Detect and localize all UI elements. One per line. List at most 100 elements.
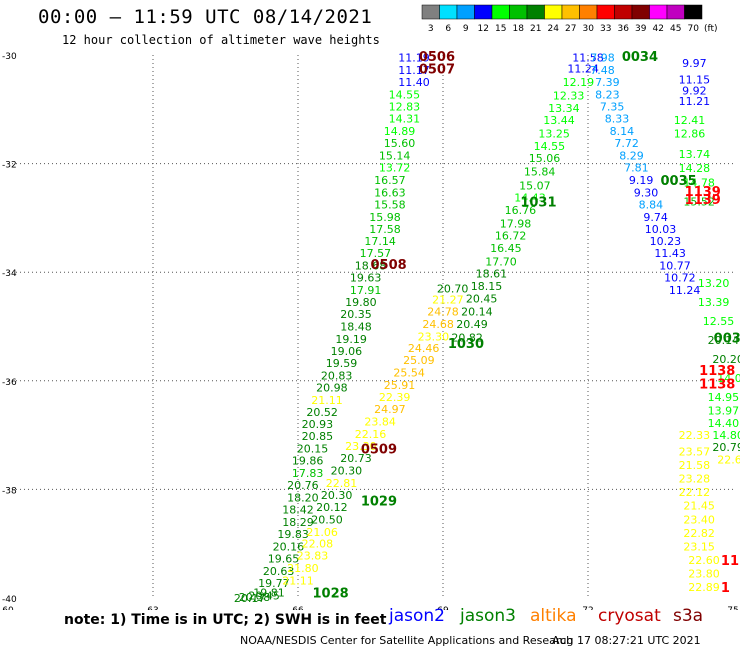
legend-jason3: jason3: [460, 606, 516, 626]
wave-height-label: 8.29: [619, 149, 644, 162]
wave-height-label: 20.50: [311, 513, 343, 526]
wave-height-label: 20.85: [302, 430, 334, 443]
wave-height-label: 19.80: [345, 296, 377, 309]
wave-height-label: 21.58: [679, 459, 711, 472]
colorbar-swatch: [684, 4, 703, 20]
wave-height-label: 17.98: [500, 217, 532, 230]
wave-height-label: 19.86: [292, 455, 324, 468]
wave-height-label: 14.78: [683, 177, 715, 190]
wave-height-label: 12.83: [389, 101, 421, 114]
wave-height-label: 17.14: [364, 235, 396, 248]
pass-time-label: 0507: [419, 63, 455, 78]
wave-height-label: 16.72: [495, 229, 527, 242]
wave-height-label: 23.30: [418, 330, 450, 343]
wave-height-label: 24.97: [374, 403, 406, 416]
x-tick-label: 72: [582, 606, 593, 610]
wave-height-label: 18.61: [476, 267, 508, 280]
wave-height-label: 14.80: [712, 429, 740, 442]
pass-time-label: 1029: [361, 494, 397, 509]
wave-height-label: 14.89: [384, 125, 416, 138]
pass-time-label: 003: [714, 331, 740, 346]
colorbar-label: 70: [688, 24, 700, 34]
wave-height-label: 20.76: [287, 479, 319, 492]
wave-height-label: 20.49: [456, 318, 488, 331]
colorbar-label: 30: [583, 24, 595, 34]
legend-altika: altika: [530, 606, 577, 626]
wave-height-label: 15.84: [524, 166, 556, 179]
pass-time-label: 1: [721, 581, 730, 596]
wave-height-label: 20.73: [340, 452, 372, 465]
wave-height-label: 12.41: [674, 114, 706, 127]
pass-time-label: 0509: [361, 443, 397, 458]
wave-height-label: 15.58: [374, 198, 406, 211]
wave-height-label: 23.57: [679, 445, 711, 458]
wave-height-label: 16.76: [505, 204, 537, 217]
wave-height-label: 12.86: [674, 128, 706, 141]
wave-height-label: 10.23: [650, 235, 682, 248]
wave-height-label: 14.55: [389, 89, 421, 102]
wave-height-label: 9.19: [629, 174, 654, 187]
colorbar-label: 27: [565, 24, 576, 34]
wave-height-label: 20.20: [712, 353, 740, 366]
wave-height-label: 15.52: [683, 196, 715, 209]
colorbar-label: 9: [463, 24, 469, 34]
colorbar-label: 39: [635, 24, 647, 34]
wave-height-label: 14.03: [717, 372, 740, 385]
colorbar-legend: 3 6 9 12 15 18 21 24 27 30 33 36 39 42 45 70 (ft): [421, 4, 718, 34]
wave-height-label: 22.12: [679, 486, 711, 499]
wave-height-label: 21.45: [683, 500, 715, 513]
footer-note: note: 1) Time is in UTC; 2) SWH is in fe…: [64, 612, 387, 628]
wave-height-label: 11.58: [572, 52, 604, 65]
wave-height-label: 18.48: [340, 321, 372, 334]
wave-height-label: 20.14: [708, 334, 740, 347]
colorbar-unit: (ft): [704, 24, 718, 34]
wave-height-label: 11.19: [398, 52, 430, 65]
wave-height-label: 25.09: [403, 354, 435, 367]
wave-height-label: 23.28: [679, 473, 711, 486]
wave-height-label: 20.98: [316, 381, 348, 394]
y-tick-label: -36: [2, 378, 17, 388]
wave-height-label: 23.40: [683, 513, 715, 526]
footer-credit: NOAA/NESDIS Center for Satellite Applica…: [240, 634, 574, 647]
wave-height-label: 20.45: [248, 589, 280, 602]
x-tick-label: 75: [727, 606, 738, 610]
pass-time-label: 1028: [313, 587, 349, 602]
colorbar-label: 24: [548, 24, 560, 34]
wave-height-label: 22.82: [683, 527, 715, 540]
wave-height-label: 20.17: [234, 592, 266, 605]
wave-height-label: 14.40: [708, 417, 740, 430]
wave-height-label: 20.12: [316, 501, 348, 514]
footer-timestamp: Aug 17 08:27:21 UTC 2021: [552, 634, 701, 647]
wave-height-label: 20.83: [321, 369, 353, 382]
wave-height-label: 13.39: [698, 296, 730, 309]
legend-jason2: jason2: [389, 606, 445, 626]
wave-height-label: 7.35: [600, 101, 625, 114]
wave-height-label: 13.44: [543, 114, 575, 127]
wave-height-label: 22.81: [326, 477, 358, 490]
wave-height-chart: 60 63 66 69 72 75 -30 -32 -34 -36 -38 -40 11.1911.17…: [2, 50, 740, 610]
wave-height-label: 19.65: [268, 552, 300, 565]
wave-height-label: 7.48: [590, 64, 615, 77]
wave-height-label: 9.74: [643, 211, 668, 224]
wave-height-label: 19.63: [350, 272, 382, 285]
wave-height-label: 13.74: [679, 148, 711, 161]
wave-height-label: 15.98: [369, 211, 401, 224]
page-title: 00:00 – 11:59 UTC 08/14/2021: [38, 6, 373, 28]
wave-height-label: 20.15: [297, 443, 329, 456]
colorbar-label: 21: [530, 24, 541, 34]
colorbar-label: 3: [428, 24, 434, 34]
wave-height-label: 25.91: [384, 379, 416, 392]
y-tick-label: -40: [2, 595, 17, 605]
pass-time-label: 0034: [622, 50, 658, 65]
wave-height-label: 18.29: [282, 516, 314, 529]
wave-height-label: 10.72: [664, 272, 696, 285]
wave-height-label: 7.81: [624, 161, 649, 174]
wave-height-label: 9.97: [682, 57, 707, 70]
pass-time-label: 1138: [699, 378, 735, 393]
pass-time-label: 0035: [661, 174, 697, 189]
wave-height-label: 14.31: [389, 113, 421, 126]
wave-height-label: 14.55: [534, 140, 566, 153]
wave-height-label: 23.30: [345, 440, 377, 453]
wave-height-label: 24.78: [427, 305, 459, 318]
wave-height-label: 24.46: [408, 342, 440, 355]
